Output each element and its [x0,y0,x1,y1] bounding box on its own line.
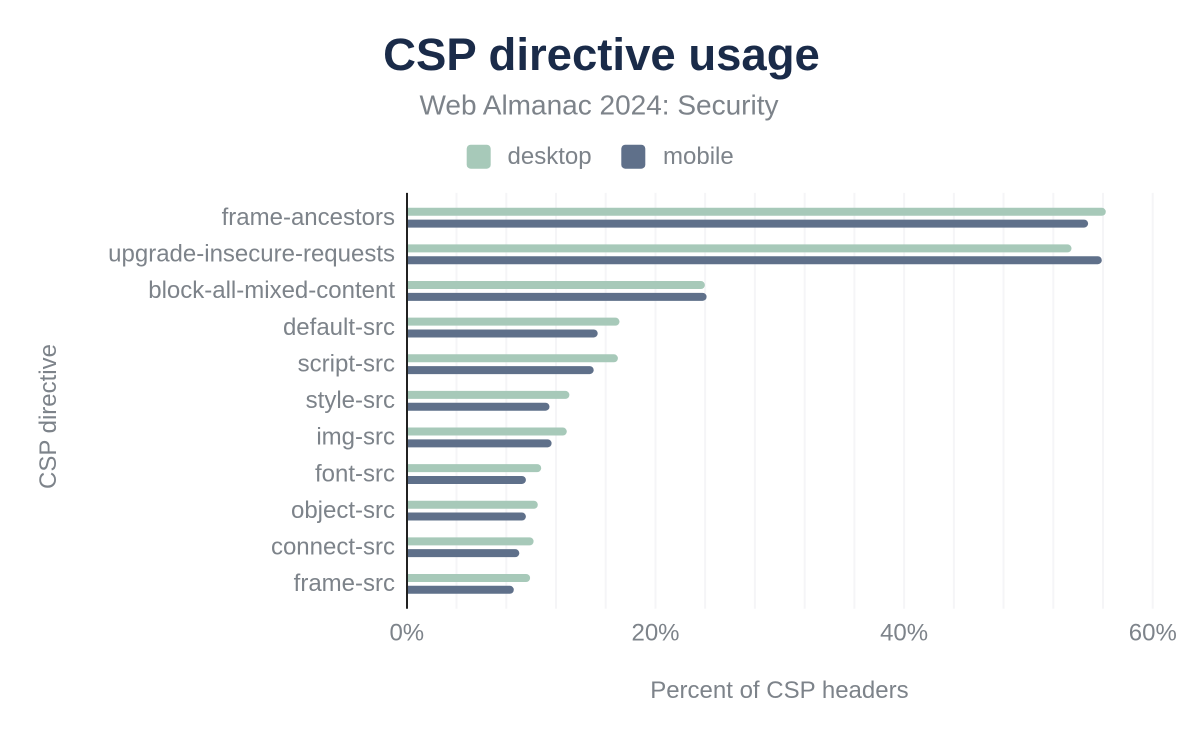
svg-text:desktop: desktop [508,143,592,170]
svg-text:frame-ancestors: frame-ancestors [222,204,395,231]
svg-text:mobile: mobile [663,143,734,170]
svg-text:CSP directive: CSP directive [35,344,62,489]
svg-text:block-all-mixed-content: block-all-mixed-content [148,277,395,304]
svg-text:20%: 20% [631,620,679,647]
svg-text:0%: 0% [389,620,424,647]
svg-text:60%: 60% [1129,620,1177,647]
svg-text:Percent of CSP headers: Percent of CSP headers [650,677,908,704]
svg-text:object-src: object-src [291,497,395,524]
svg-text:style-src: style-src [306,387,395,414]
svg-text:img-src: img-src [316,424,395,451]
svg-text:font-src: font-src [315,460,395,487]
svg-text:upgrade-insecure-requests: upgrade-insecure-requests [108,241,395,268]
svg-text:frame-src: frame-src [294,570,395,597]
svg-text:default-src: default-src [283,314,395,341]
svg-text:Web Almanac 2024: Security: Web Almanac 2024: Security [419,90,778,121]
svg-text:CSP directive usage: CSP directive usage [383,29,820,80]
svg-text:40%: 40% [880,620,928,647]
svg-text:connect-src: connect-src [271,534,395,561]
svg-text:script-src: script-src [298,350,395,377]
